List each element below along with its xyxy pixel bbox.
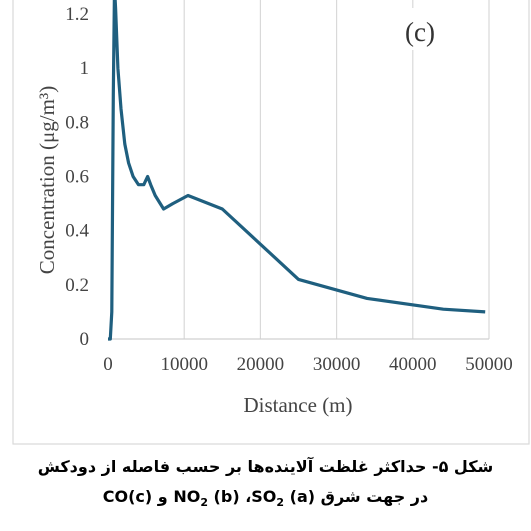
y-tick-label: 0.8 xyxy=(65,112,89,133)
chart-border xyxy=(12,0,530,445)
x-tick-labels: 0 10000 20000 30000 40000 50000 xyxy=(103,354,513,375)
caption-separator: ، xyxy=(245,487,252,506)
x-tick-label: 10000 xyxy=(160,354,208,375)
x-axis-title: Distance (m) xyxy=(243,393,352,417)
x-tick-label: 50000 xyxy=(465,354,513,375)
caption-co-tag: (c) xyxy=(128,487,153,506)
figure-caption: شکل ۵- حداکثر غلظت آلاینده‌ها بر حسب فاص… xyxy=(0,452,531,518)
y-tick-label: 1.2 xyxy=(65,4,89,25)
x-tick-label: 40000 xyxy=(389,354,437,375)
caption-so2: SO xyxy=(251,487,277,506)
caption-line-1: شکل ۵- حداکثر غلظت آلاینده‌ها بر حسب فاص… xyxy=(37,457,494,476)
series-line-co xyxy=(108,0,486,341)
caption-line-2: در جهت شرق SO2 (a)، NO2 (b) و CO(c) xyxy=(0,482,531,518)
y-tick-label: 0.2 xyxy=(65,275,89,296)
panel-label-bg xyxy=(378,8,462,50)
y-axis-title: Concentration (μg/m³) xyxy=(35,86,59,274)
x-tick-label: 0 xyxy=(103,354,113,375)
caption-direction: در جهت شرق xyxy=(320,487,429,506)
y-tick-label: 0 xyxy=(80,329,90,350)
y-tick-labels: 0 0.2 0.4 0.6 0.8 1 1.2 xyxy=(65,4,89,350)
caption-so2-sub: 2 xyxy=(276,496,285,510)
caption-so2-tag: (a) xyxy=(289,487,316,506)
x-tick-label: 20000 xyxy=(237,354,285,375)
y-tick-label: 1 xyxy=(80,58,90,79)
caption-no2-tag: (b) xyxy=(213,487,240,506)
panel-label: (c) xyxy=(405,17,435,47)
x-tick-label: 30000 xyxy=(313,354,361,375)
gridlines xyxy=(183,0,490,339)
y-tick-label: 0.4 xyxy=(65,221,89,242)
caption-no2-sub: 2 xyxy=(200,496,208,510)
y-tick-label: 0.6 xyxy=(65,167,89,188)
caption-co: CO xyxy=(102,487,129,506)
caption-no2: NO xyxy=(173,487,201,506)
caption-and: و xyxy=(157,487,168,506)
